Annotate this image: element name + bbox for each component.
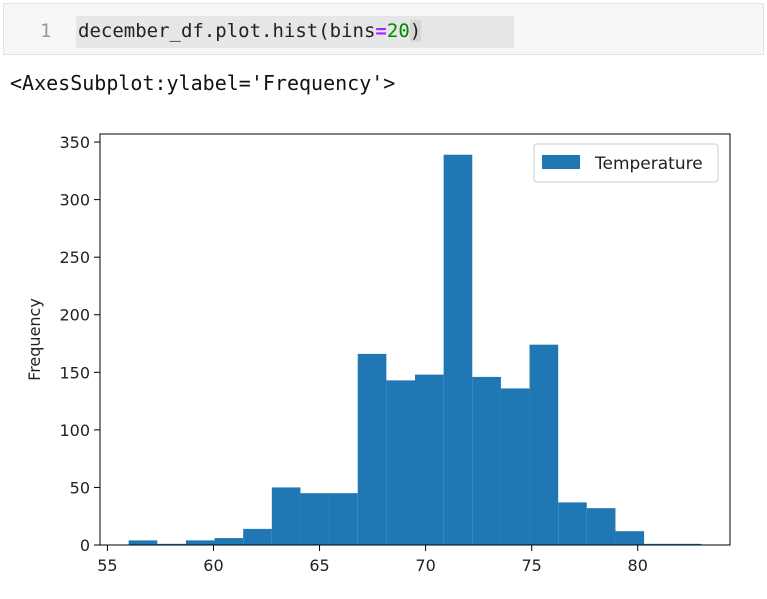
histogram-bar [214,538,244,545]
histogram-bar [271,487,301,545]
y-axis-label: Frequency [25,298,44,381]
x-axis-ticks: 55 60 65 70 75 80 [97,545,648,575]
y-tick-label: 100 [59,421,90,440]
histogram-bar [500,388,530,545]
legend-frame [533,143,719,183]
code-equals: = [375,20,387,42]
histogram-bar [443,154,473,545]
legend-swatch [542,155,580,169]
histogram-bar [472,376,501,545]
histogram-bar [672,543,702,545]
x-tick-label: 65 [309,556,329,575]
legend: Temperature [533,143,719,183]
code-number: 20 [386,20,410,42]
histogram-bar [415,374,444,545]
y-tick-label: 350 [59,133,90,152]
x-tick-label: 60 [203,556,223,575]
histogram-bar [386,380,415,545]
y-axis-ticks: 0 50 100 150 200 250 300 350 [59,133,100,555]
histogram-bar [357,353,387,545]
histogram-bar [128,540,158,545]
y-tick-label: 0 [80,536,90,555]
histogram-bar [329,493,358,545]
y-tick-label: 150 [59,363,90,382]
histogram-bar [558,502,587,545]
code-cell[interactable]: 1 december_df.plot.hist(bins=20) [0,0,767,58]
histogram-bar [157,543,186,545]
histogram-bar [529,344,559,545]
x-tick-label: 75 [521,556,541,575]
y-tick-label: 50 [70,478,90,497]
y-tick-label: 250 [59,248,90,267]
y-tick-label: 200 [59,306,90,325]
histogram-chart: 0 50 100 150 200 250 300 350 55 60 65 70 75 80 Frequ… [25,133,731,575]
plot-frame [99,133,731,546]
histogram-bar [243,528,272,545]
legend-label: Temperature [594,154,703,174]
code-suffix: ) [409,20,422,42]
histogram-bar [615,531,645,545]
x-tick-label: 80 [628,556,648,575]
code-line[interactable]: december_df.plot.hist(bins=20) [78,20,422,42]
bars-group [128,154,702,545]
histogram-bar [300,493,330,545]
current-line-highlight [76,16,514,48]
output-repr: <AxesSubplot:ylabel='Frequency'> [10,71,396,95]
histogram-bar [586,508,616,545]
code-prefix: december_df.plot.hist(bins [78,20,376,42]
x-tick-label: 55 [97,556,117,575]
histogram-bar [644,543,673,545]
line-number: 1 [40,20,52,42]
code-editor[interactable]: 1 december_df.plot.hist(bins=20) [3,3,764,55]
histogram-bar [185,540,215,545]
x-tick-label: 70 [415,556,435,575]
y-tick-label: 300 [59,191,90,210]
